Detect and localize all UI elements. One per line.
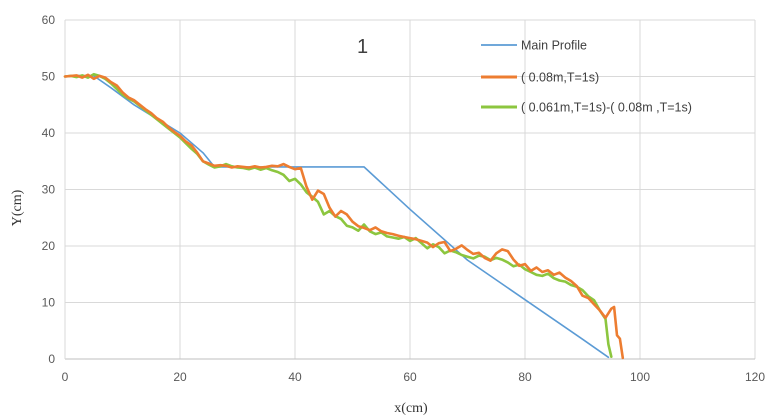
- x-axis-label: x(cm): [394, 401, 428, 416]
- legend-label: ( 0.061m,T=1s)-( 0.08m ,T=1s): [521, 101, 692, 115]
- series-line-2: [63, 73, 625, 360]
- y-axis-label: Y(cm): [10, 189, 25, 226]
- series-lines: [63, 72, 625, 360]
- legend: Main Profile ( 0.08m,T=1s) ( 0.061m,T=1s)-…: [481, 39, 692, 115]
- x-tick-label: 100: [630, 370, 650, 384]
- y-tick-label: 30: [42, 183, 56, 197]
- x-tick-label: 60: [403, 370, 417, 384]
- x-tick-label: 0: [62, 370, 69, 384]
- x-tick-labels: 0 20 40 60 80 100 120: [62, 370, 766, 384]
- y-tick-label: 40: [42, 126, 56, 140]
- x-tick-label: 40: [288, 370, 302, 384]
- y-tick-labels: 0 10 20 30 40 50 60: [42, 13, 56, 366]
- y-tick-label: 60: [42, 13, 56, 27]
- y-tick-label: 50: [42, 70, 56, 84]
- y-tick-label: 20: [42, 239, 56, 253]
- legend-label: ( 0.08m,T=1s): [521, 71, 599, 85]
- x-tick-label: 120: [745, 370, 765, 384]
- grid-lines: [65, 19, 756, 359]
- y-tick-label: 0: [48, 352, 55, 366]
- chart-annotation: 1: [357, 36, 368, 58]
- x-tick-label: 80: [518, 370, 532, 384]
- legend-label: Main Profile: [521, 39, 587, 53]
- x-tick-label: 20: [173, 370, 187, 384]
- y-tick-label: 10: [42, 296, 56, 310]
